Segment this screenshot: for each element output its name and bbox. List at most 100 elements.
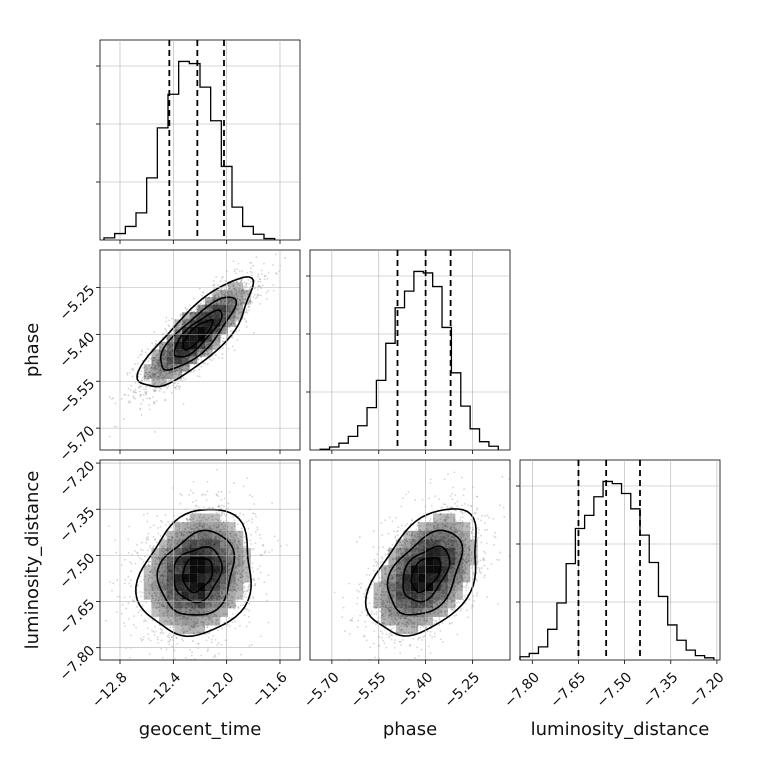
sample-point [217,302,220,305]
y-tick-label: −5.70 [57,423,99,465]
sample-point [144,375,146,378]
sample-point [260,269,263,272]
sample-point [223,528,226,530]
sample-point [180,534,183,537]
sample-point [198,306,201,309]
sample-point [227,320,230,323]
sample-point [182,312,185,315]
sample-point [232,516,235,519]
sample-point [206,363,209,365]
density-cell [235,312,244,320]
sample-point [215,614,217,616]
sample-point [169,622,172,625]
sample-point [165,364,168,367]
sample-point [142,513,145,516]
sample-point [233,534,236,536]
sample-point [220,301,222,304]
sample-point [224,534,227,536]
sample-point [182,632,185,635]
sample-point [234,315,237,318]
sample-point [188,609,191,611]
sample-point [233,322,235,325]
sample-point [229,582,232,585]
sample-point [157,606,160,608]
sample-point [181,368,184,371]
sample-point [114,402,117,405]
sample-point [230,552,233,555]
sample-point [206,480,209,483]
sample-point [151,619,154,622]
sample-point [230,292,233,295]
sample-point [228,300,231,303]
sample-point [231,330,233,333]
sample-point [186,670,188,672]
density-cell [159,356,167,365]
sample-point [192,626,195,629]
sample-point [154,538,156,541]
density-cell [220,289,228,298]
sample-point [241,302,244,304]
sample-point [148,584,151,587]
sample-point [227,290,230,293]
sample-point [163,605,165,608]
sample-point [218,603,221,605]
sample-point [254,297,257,300]
sample-point [228,326,231,329]
sample-point [217,605,220,608]
sample-point [206,650,209,652]
sample-point [163,376,166,379]
sample-point [167,324,170,327]
density-cell [227,304,236,313]
sample-point [215,493,218,496]
sample-point [123,558,126,561]
sample-point [197,642,200,645]
sample-point [202,621,204,624]
sample-point [182,369,185,372]
sample-point [210,305,213,308]
sample-point [159,627,162,630]
sample-point [239,543,241,546]
sample-point [215,342,218,345]
density-cell [174,341,183,350]
sample-point [160,628,163,631]
sample-point [208,306,210,309]
sample-point [218,536,221,539]
sample-point [192,528,195,530]
sample-point [140,541,143,544]
sample-point [154,364,157,367]
sample-point [154,630,157,633]
sample-point [201,294,203,297]
sample-point [248,555,251,558]
sample-point [243,536,246,538]
sample-point [210,305,213,308]
sample-point [240,303,242,306]
panel-hist-phase [306,249,511,454]
sample-point [199,349,202,352]
sample-point [153,366,156,369]
sample-point [180,625,183,628]
sample-point [169,546,172,549]
sample-point [158,360,160,363]
sample-point [171,317,173,320]
sample-point [162,364,165,367]
density-cell [204,334,213,342]
sample-point [248,621,251,624]
sample-point [146,377,149,380]
sample-point [198,304,200,307]
sample-point [206,624,209,627]
sample-point [266,599,269,602]
sample-point [228,325,231,328]
sample-point [179,502,182,505]
sample-point [241,270,244,272]
sample-point [243,292,246,295]
sample-point [221,357,224,360]
sample-point [193,536,196,539]
sample-point [130,634,132,637]
sample-point [201,621,204,624]
sample-point [121,564,123,567]
sample-point [155,354,157,357]
sample-point [237,564,240,567]
sample-point [153,592,156,595]
sample-point [140,580,142,583]
sample-point [233,349,236,352]
